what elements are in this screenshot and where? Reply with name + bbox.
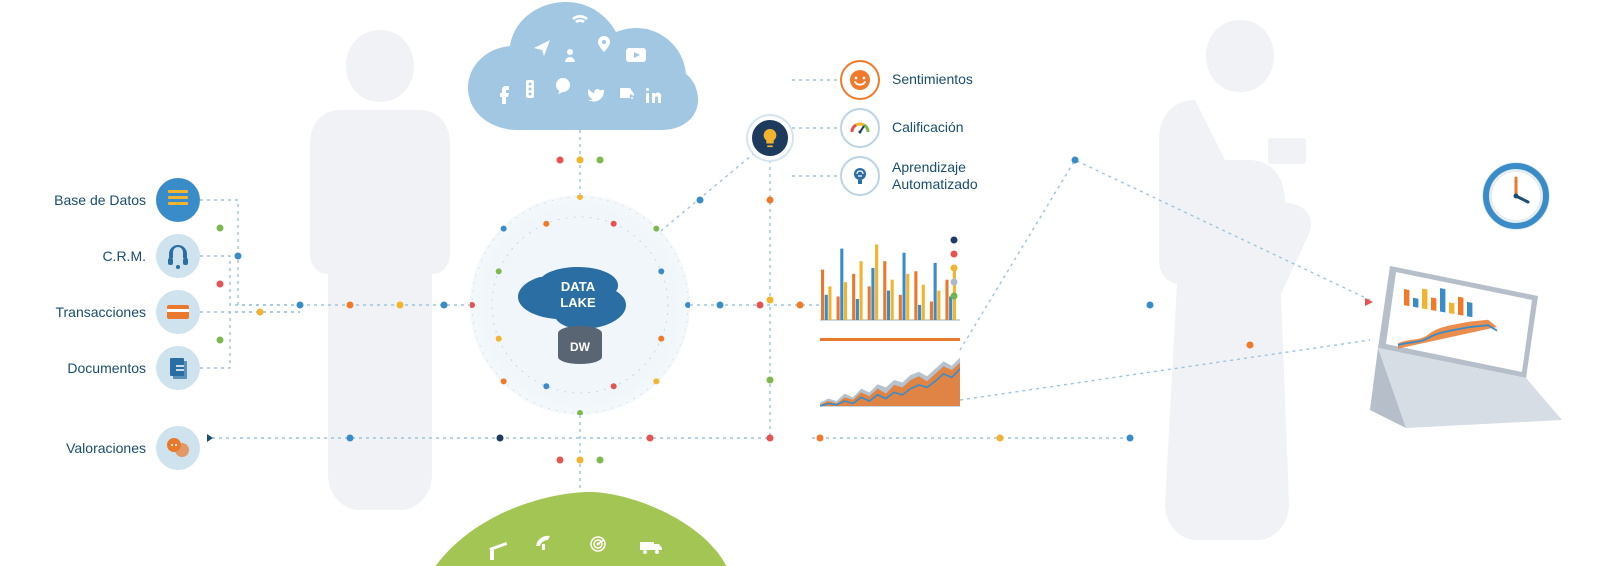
headset-icon: [156, 234, 200, 278]
clock-icon: [1480, 160, 1552, 237]
source-label: Documentos: [67, 360, 146, 376]
chat-icon: [156, 426, 200, 470]
youtube-icon: [626, 48, 646, 62]
analysis-brain: Aprendizaje Automatizado: [840, 156, 1002, 196]
insight-bulb-icon: [748, 116, 792, 160]
silhouette-right: [1130, 20, 1320, 540]
smile-icon: [840, 60, 880, 100]
source-headset: C.R.M.: [0, 234, 200, 278]
analysis-gauge: Calificación: [840, 108, 964, 148]
social-cloud: [468, 0, 698, 140]
area-chart: [820, 338, 960, 413]
laptop-output: [1350, 260, 1580, 445]
traffic-icon: [526, 80, 534, 98]
data-lake-hub: DATA LAKE DW: [470, 195, 690, 415]
dw-label: DW: [570, 340, 591, 354]
analysis-label: Calificación: [892, 119, 964, 137]
iot-ground: [430, 492, 730, 566]
source-label: Valoraciones: [66, 440, 146, 456]
analysis-smile: Sentimientos: [840, 60, 973, 100]
source-chat: Valoraciones: [0, 426, 200, 470]
documents-icon: [156, 346, 200, 390]
analysis-label: Aprendizaje Automatizado: [892, 159, 1002, 194]
brain-icon: [840, 156, 880, 196]
analysis-label: Sentimientos: [892, 71, 973, 89]
source-label: Transacciones: [55, 304, 146, 320]
source-card: Transacciones: [0, 290, 200, 334]
lake-label-top: DATA: [561, 279, 596, 294]
silhouette-left: [290, 30, 470, 510]
source-documents: Documentos: [0, 346, 200, 390]
database-icon: [156, 178, 200, 222]
lake-label-bot: LAKE: [560, 295, 596, 310]
card-icon: [156, 290, 200, 334]
gauge-icon: [840, 108, 880, 148]
source-label: Base de Datos: [54, 192, 146, 208]
bar-chart: [820, 232, 960, 327]
source-database: Base de Datos: [0, 178, 200, 222]
source-label: C.R.M.: [102, 248, 146, 264]
infographic-canvas: Base de Datos C.R.M. Transacciones Document…: [0, 0, 1598, 566]
